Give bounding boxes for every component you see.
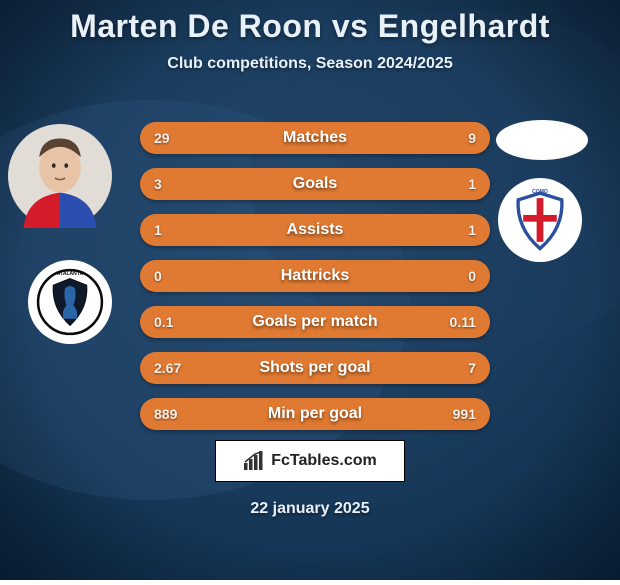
page-subtitle: Club competitions, Season 2024/2025 <box>0 55 620 73</box>
fctables-icon <box>243 451 265 471</box>
player-left-avatar <box>8 124 112 228</box>
stat-row: 1Assists1 <box>140 214 490 246</box>
stat-right-value: 0.11 <box>450 314 476 330</box>
player-right-avatar <box>496 120 588 160</box>
svg-text:COMO: COMO <box>532 189 548 195</box>
stat-label: Assists <box>140 221 490 239</box>
page-title: Marten De Roon vs Engelhardt <box>0 0 620 45</box>
stat-label: Hattricks <box>140 267 490 285</box>
stat-label: Shots per goal <box>140 359 490 377</box>
stat-row: 29Matches9 <box>140 122 490 154</box>
stat-right-value: 1 <box>468 222 476 238</box>
stat-right-value: 1 <box>468 176 476 192</box>
stat-right-value: 7 <box>468 360 476 376</box>
fctables-badge[interactable]: FcTables.com <box>215 440 405 482</box>
stat-right-value: 991 <box>453 406 476 422</box>
stat-row: 3Goals1 <box>140 168 490 200</box>
stat-row: 889Min per goal991 <box>140 398 490 430</box>
stat-label: Min per goal <box>140 405 490 423</box>
stat-right-value: 0 <box>468 268 476 284</box>
stat-row: 0.1Goals per match0.11 <box>140 306 490 338</box>
stats-bars: 29Matches93Goals11Assists10Hattricks00.1… <box>140 122 490 444</box>
club-left-crest: ATALANTA <box>28 260 112 344</box>
date-label: 22 january 2025 <box>0 500 620 518</box>
stat-label: Matches <box>140 129 490 147</box>
svg-text:ATALANTA: ATALANTA <box>57 271 84 277</box>
stat-label: Goals <box>140 175 490 193</box>
fctables-label: FcTables.com <box>271 452 377 470</box>
stat-label: Goals per match <box>140 313 490 331</box>
stat-right-value: 9 <box>468 130 476 146</box>
club-right-crest: COMO <box>498 178 582 262</box>
stat-row: 2.67Shots per goal7 <box>140 352 490 384</box>
stat-row: 0Hattricks0 <box>140 260 490 292</box>
